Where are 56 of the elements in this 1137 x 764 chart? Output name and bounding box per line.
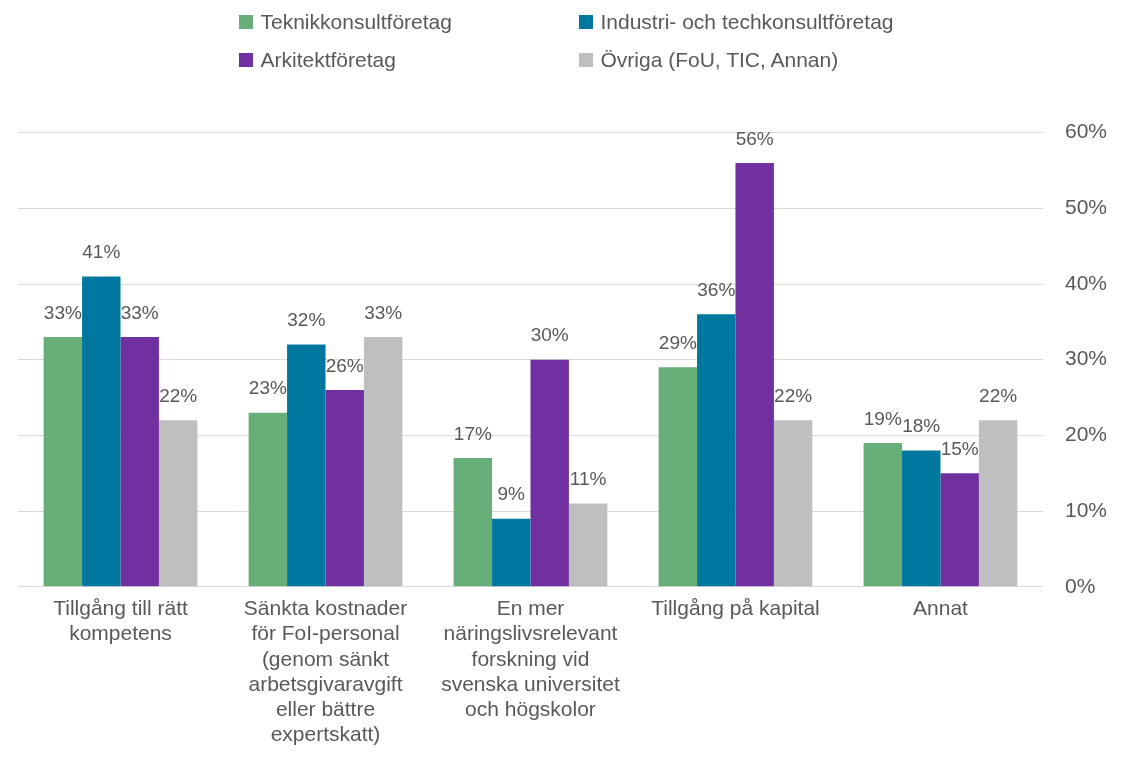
data-label: 9% (497, 483, 526, 505)
bar (773, 420, 813, 587)
bar (363, 336, 403, 587)
x-tick-label: En mer näringslivsrelevant forskning vid svenska universitet och högskolor (441, 596, 620, 720)
data-label: 19% (863, 407, 902, 429)
legend-label: Övriga (FoU, TIC, Annan) (600, 48, 839, 72)
y-tick-label: 60% (1064, 119, 1107, 143)
data-label: 23% (248, 377, 287, 399)
bar (530, 359, 569, 587)
y-tick-label: 40% (1064, 270, 1107, 294)
data-label: 17% (453, 422, 492, 444)
data-label: 33% (364, 301, 403, 323)
bar (325, 389, 364, 587)
bar (248, 412, 288, 587)
data-label: 33% (120, 301, 159, 323)
data-label: 33% (43, 301, 82, 323)
bar (658, 367, 698, 587)
y-tick-label: 10% (1064, 497, 1107, 521)
bar (287, 344, 326, 587)
data-label: 22% (159, 384, 198, 406)
bar (82, 276, 121, 587)
bar (697, 314, 736, 587)
data-label: 22% (979, 384, 1018, 406)
bar (568, 503, 608, 587)
x-tick-label: Sänkta kostnader för FoI-personal (genom sänkt arbetsgivaravgift eller bättre expertskatt) (243, 596, 408, 746)
data-label: 11% (569, 468, 607, 490)
bar (978, 420, 1018, 587)
data-label: 29% (658, 332, 697, 353)
bar (453, 458, 493, 587)
legend-label: Industri- och techkonsultföretag (600, 10, 894, 34)
legend-label: Arkitektföretag (260, 48, 396, 72)
data-label: 22% (774, 384, 813, 406)
data-label: 30% (530, 324, 569, 346)
bar (902, 450, 941, 587)
data-label: 15% (940, 437, 979, 459)
x-tick-label: Tillgång till rätt kompetens (53, 596, 188, 645)
bar (120, 336, 159, 587)
bar (940, 473, 979, 587)
bar (863, 442, 903, 587)
y-tick-label: 50% (1064, 195, 1107, 219)
x-tick-label: Tillgång på kapital (651, 596, 820, 620)
x-tick-label: Annat (913, 596, 969, 620)
y-tick-label: 20% (1064, 422, 1107, 446)
legend-label: Teknikkonsultföretag (260, 10, 452, 34)
data-label: 18% (902, 415, 941, 437)
bar (43, 336, 83, 587)
data-label: 32% (287, 309, 326, 331)
data-label: 36% (697, 279, 736, 301)
bar (735, 162, 774, 587)
data-label: 41% (82, 241, 121, 263)
data-label: 56% (735, 127, 774, 149)
y-tick-label: 30% (1064, 346, 1107, 370)
data-label: 26% (325, 354, 364, 376)
y-tick-label: 0% (1064, 573, 1096, 597)
bar (492, 518, 531, 587)
bar (158, 420, 198, 587)
